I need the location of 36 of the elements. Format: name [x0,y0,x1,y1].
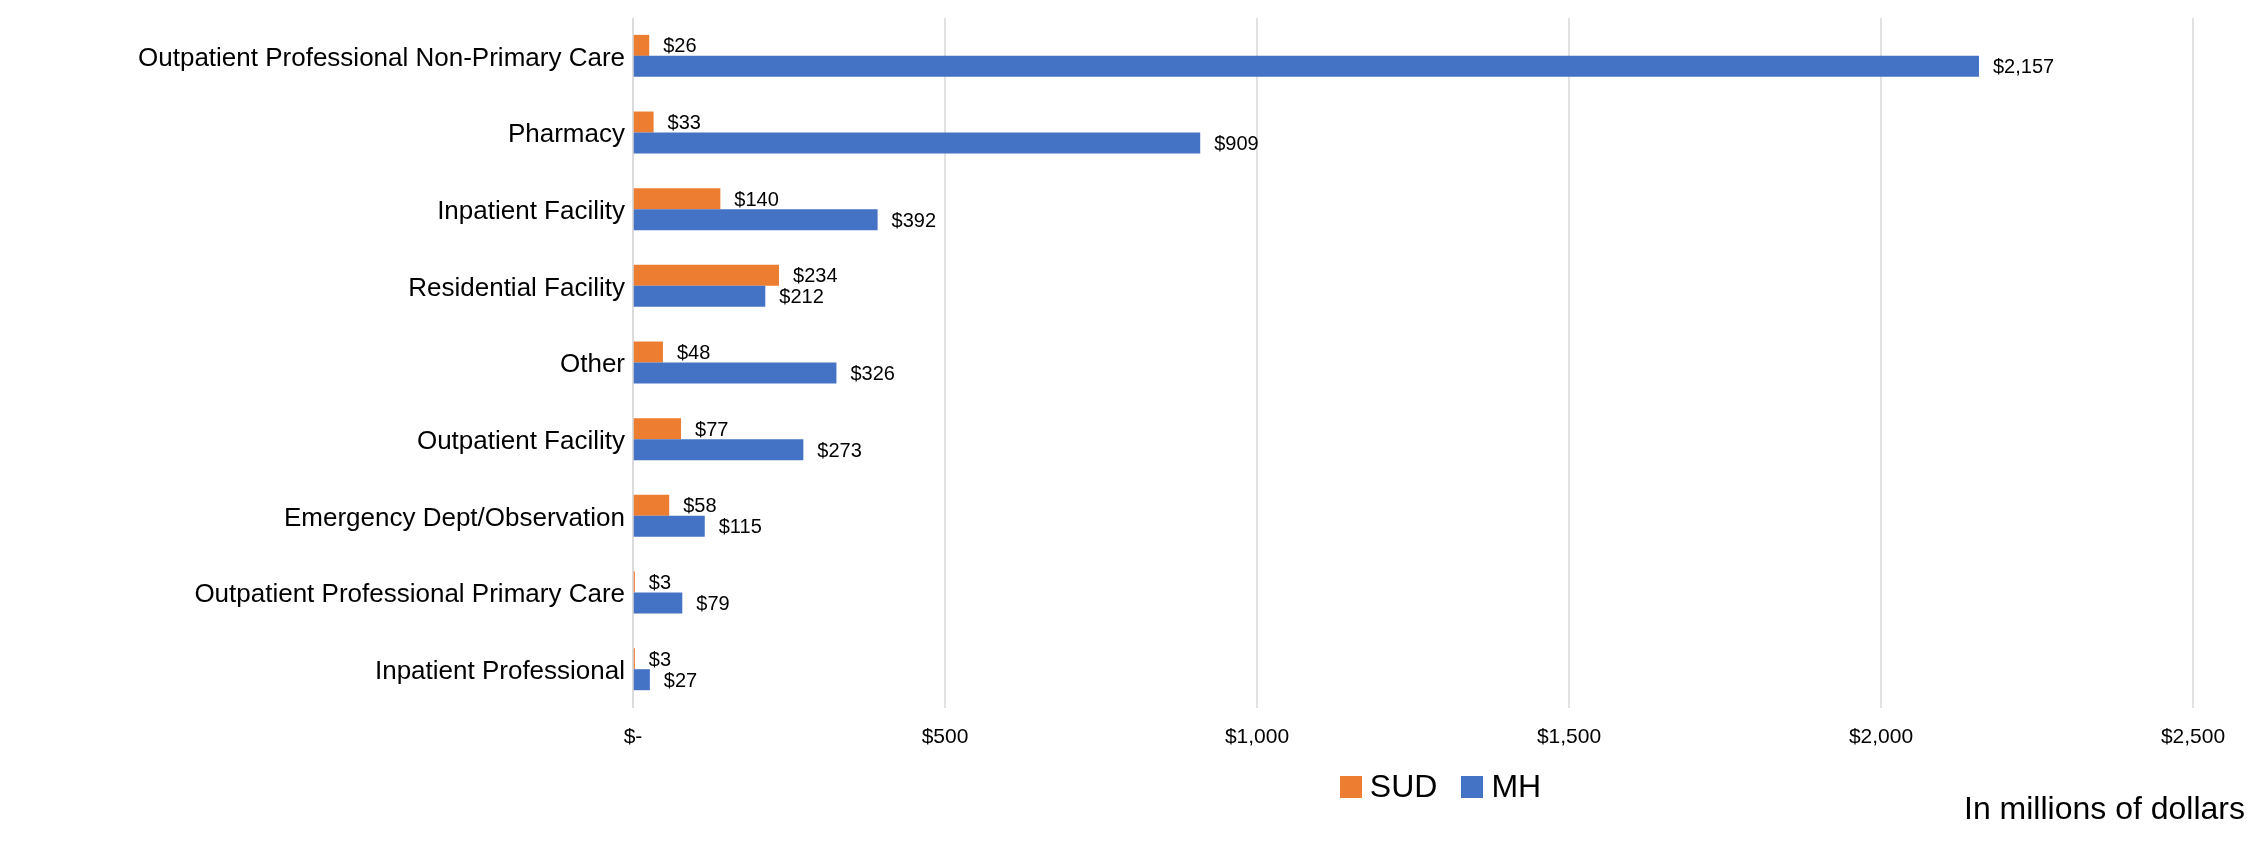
x-tick-label: $1,500 [1536,723,1602,747]
data-label: $326 [850,362,895,385]
y-tick-label: Other [559,348,626,379]
data-label: $273 [817,438,862,461]
y-tick-label: Pharmacy [507,118,625,149]
legend-label: MH [1491,768,1542,805]
data-label: $392 [891,208,937,231]
y-tick-label: Outpatient Facility [416,424,625,455]
x-tick-label: $2,500 [2160,723,2226,747]
x-tick-label: $1,000 [1224,723,1290,747]
data-label: $77 [695,417,729,440]
data-label: $234 [793,264,838,287]
x-tick-label: $500 [921,723,969,747]
x-tick-label: $- [623,723,643,747]
data-label: $115 [718,515,762,538]
data-label: $3 [648,647,672,670]
y-tick-label: Inpatient Professional [374,654,625,685]
data-label: $58 [683,494,717,517]
legend-label: SUD [1369,768,1438,805]
y-tick-label: Inpatient Facility [437,194,625,225]
x-tick-label: $2,000 [1848,723,1914,747]
y-tick-label: Outpatient Professional Non-Primary Care [138,41,625,72]
data-label: $26 [663,34,697,57]
data-label: $27 [663,668,698,691]
data-label: $140 [734,187,779,210]
text: In millions of dollars [1964,790,2245,827]
data-label: $212 [779,285,824,308]
data-label: $48 [676,341,711,364]
data-label: $79 [696,592,730,615]
y-tick-label: Emergency Dept/Observation [283,501,625,532]
data-label: $2,157 [1992,55,2055,78]
data-label: $909 [1214,132,1259,155]
y-tick-label: Outpatient Professional Primary Care [194,578,625,609]
data-label: $33 [667,111,701,134]
data-label: $3 [648,571,672,594]
y-tick-label: Residential Facility [408,271,625,302]
